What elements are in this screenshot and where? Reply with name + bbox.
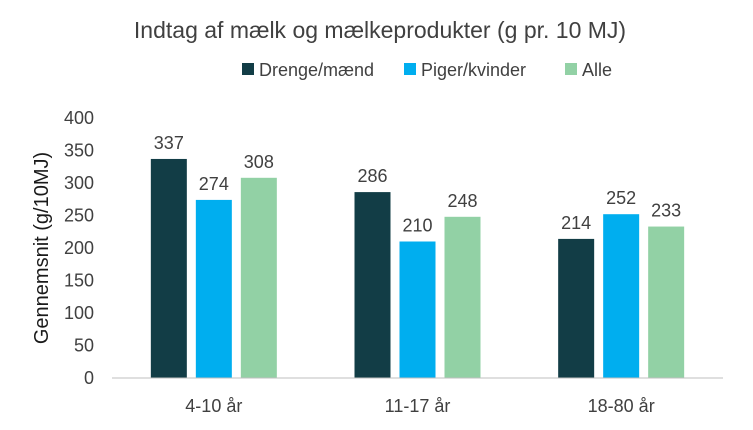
bar [444, 216, 481, 378]
bars: 337 274 308 286 210 248 214 252 233 [150, 133, 685, 378]
y-tick-label: 400 [64, 108, 94, 128]
y-axis-ticks: 0 50 100 150 200 250 300 350 400 [64, 108, 94, 388]
data-label: 252 [606, 188, 636, 208]
data-label: 308 [244, 152, 274, 172]
legend-swatch [242, 63, 254, 75]
y-axis-label: Gennemsnit (g/10MJ) [31, 152, 53, 344]
y-tick-label: 300 [64, 173, 94, 193]
legend-label: Alle [582, 60, 612, 80]
data-label: 233 [651, 201, 681, 221]
data-label: 274 [199, 174, 229, 194]
data-label: 286 [357, 166, 387, 186]
x-tick-label: 18-80 år [588, 396, 655, 416]
y-tick-label: 50 [74, 336, 94, 356]
y-tick-label: 0 [84, 368, 94, 388]
chart-title: Indtag af mælk og mælkeprodukter (g pr. … [134, 17, 626, 43]
y-tick-label: 100 [64, 303, 94, 323]
bar [150, 158, 187, 378]
data-label: 214 [561, 213, 591, 233]
data-label: 337 [154, 133, 184, 153]
y-tick-label: 150 [64, 271, 94, 291]
data-label: 248 [447, 191, 477, 211]
x-axis-ticks: 4-10 år 11-17 år 18-80 år [185, 396, 654, 416]
bar [195, 199, 232, 378]
bar [648, 226, 685, 378]
legend-swatch [565, 63, 577, 75]
data-label: 210 [402, 216, 432, 236]
legend-label: Drenge/mænd [259, 60, 374, 80]
legend: Drenge/mænd Piger/kvinder Alle [242, 60, 612, 80]
bar [399, 241, 436, 378]
bar [558, 238, 595, 378]
bar [240, 177, 277, 378]
x-tick-label: 11-17 år [385, 396, 451, 416]
x-tick-label: 4-10 år [185, 396, 242, 416]
legend-label: Piger/kvinder [421, 60, 526, 80]
y-tick-label: 200 [64, 238, 94, 258]
bar [603, 214, 640, 378]
y-tick-label: 350 [64, 141, 94, 161]
legend-swatch [404, 63, 416, 75]
y-tick-label: 250 [64, 206, 94, 226]
bar [354, 192, 391, 378]
